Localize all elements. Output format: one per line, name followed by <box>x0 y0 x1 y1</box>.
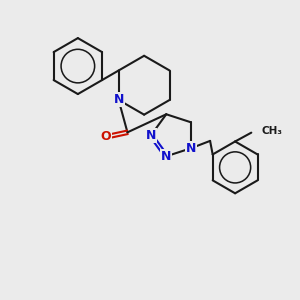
Text: N: N <box>186 142 196 155</box>
Text: CH₃: CH₃ <box>262 126 283 136</box>
Text: O: O <box>100 130 111 143</box>
Text: N: N <box>161 150 171 163</box>
Text: N: N <box>146 129 156 142</box>
Text: N: N <box>113 93 124 106</box>
